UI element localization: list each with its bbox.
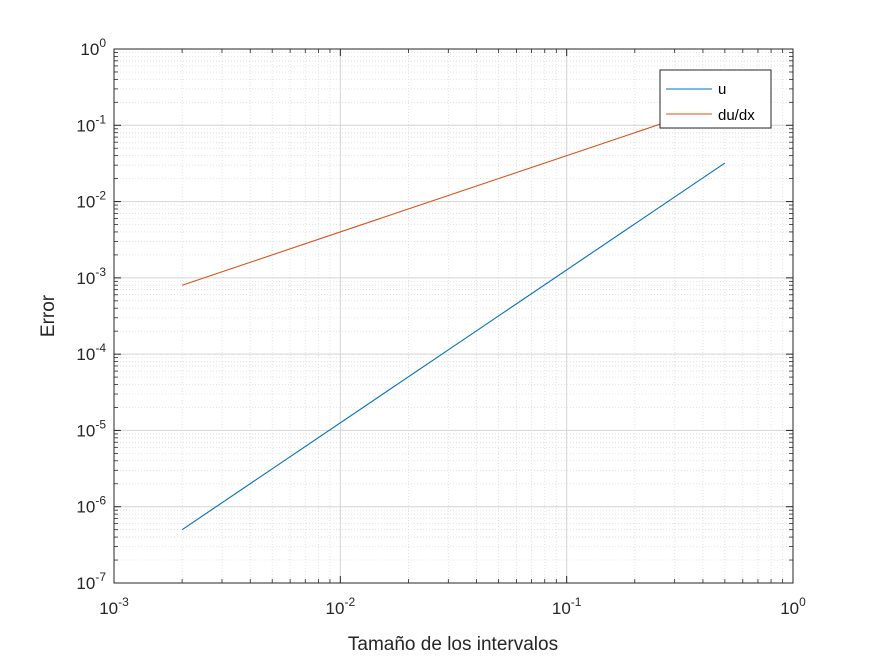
y-tick-labels: 10-7 10-6 10-5 10-4 10-3 10-2 10-1 100 xyxy=(76,36,106,593)
minor-grid xyxy=(114,49,793,583)
legend-box xyxy=(659,69,772,129)
series-layer xyxy=(181,101,726,531)
x-tick-label-1: 10-2 xyxy=(326,595,356,618)
y-tick-label-4: 10-3 xyxy=(76,265,106,288)
legend[interactable]: u du/dx xyxy=(659,69,772,129)
x-tick-label-3: 100 xyxy=(780,595,806,618)
series-line-1 xyxy=(181,101,726,286)
plot-area xyxy=(114,49,793,583)
y-tick-label-3: 10-4 xyxy=(76,341,106,364)
legend-label-du-dx: du/dx xyxy=(718,107,755,124)
legend-label-u: u xyxy=(718,81,726,98)
plot-frame xyxy=(113,48,794,584)
tick-marks xyxy=(113,48,794,584)
x-axis-label: Tamaño de los intervalos xyxy=(348,634,558,655)
y-tick-label-6: 10-1 xyxy=(76,112,106,135)
y-tick-label-5: 10-2 xyxy=(76,189,106,212)
x-tick-label-2: 10-1 xyxy=(552,595,582,618)
series-line-0 xyxy=(181,162,726,531)
y-tick-label-1: 10-6 xyxy=(76,494,106,517)
y-tick-label-2: 10-5 xyxy=(76,417,106,440)
y-tick-label-7: 100 xyxy=(80,36,106,59)
x-tick-labels: 10-3 10-2 10-1 100 xyxy=(99,595,806,618)
y-tick-label-0: 10-7 xyxy=(76,570,106,593)
y-axis-label: Error xyxy=(38,294,59,337)
x-tick-label-0: 10-3 xyxy=(99,595,129,618)
